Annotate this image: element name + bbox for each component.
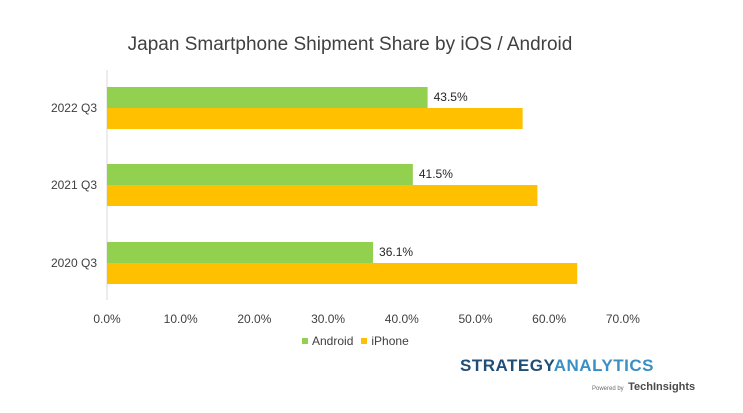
category-label-2022-q3: 2022 Q3 — [51, 101, 97, 115]
legend-item-iphone[interactable]: iPhone — [361, 334, 409, 348]
x-tick-label-0: 0.0% — [93, 312, 121, 326]
legend-label-android: Android — [312, 334, 354, 348]
legend-label-iphone: iPhone — [371, 334, 409, 348]
logo-company: TechInsights — [628, 381, 696, 393]
category-label-2020-q3: 2020 Q3 — [51, 256, 97, 270]
legend-item-android[interactable]: Android — [302, 334, 353, 348]
legend: Android iPhone — [302, 334, 409, 348]
strategy-analytics-logo: STRATEGYANALYTICS Powered by TechInsight… — [460, 356, 700, 393]
logo-brand: STRATEGYANALYTICS — [460, 356, 700, 376]
x-tick-label-4: 40.0% — [385, 312, 419, 326]
legend-swatch-iphone — [361, 338, 368, 344]
bar-iphone-2022-q3 — [107, 108, 523, 129]
bar-android-2020-q3 — [107, 242, 374, 263]
x-tick-label-1: 10.0% — [164, 312, 198, 326]
data-label-android-2020-q3: 36.1% — [379, 245, 413, 259]
chart-title: Japan Smartphone Shipment Share by iOS /… — [127, 34, 573, 55]
x-tick-label-7: 70.0% — [606, 312, 640, 326]
bar-iphone-2020-q3 — [107, 263, 578, 284]
bar-iphone-2021-q3 — [107, 185, 538, 206]
x-tick-label-3: 30.0% — [311, 312, 345, 326]
x-tick-label-5: 50.0% — [458, 312, 492, 326]
logo-brand-part1: STRATEGY — [460, 356, 554, 375]
data-label-android-2021-q3: 41.5% — [419, 167, 453, 181]
x-tick-label-2: 20.0% — [237, 312, 271, 326]
category-label-2021-q3: 2021 Q3 — [51, 178, 97, 192]
legend-swatch-android — [302, 338, 308, 344]
logo-brand-part2: ANALYTICS — [553, 356, 654, 375]
logo-powered-by: Powered by TechInsights — [592, 377, 695, 395]
bar-android-2022-q3 — [107, 87, 428, 108]
logo-powered-text: Powered by — [592, 386, 624, 392]
data-label-android-2022-q3: 43.5% — [434, 90, 468, 104]
x-tick-label-6: 60.0% — [532, 312, 566, 326]
bar-android-2021-q3 — [107, 164, 413, 185]
